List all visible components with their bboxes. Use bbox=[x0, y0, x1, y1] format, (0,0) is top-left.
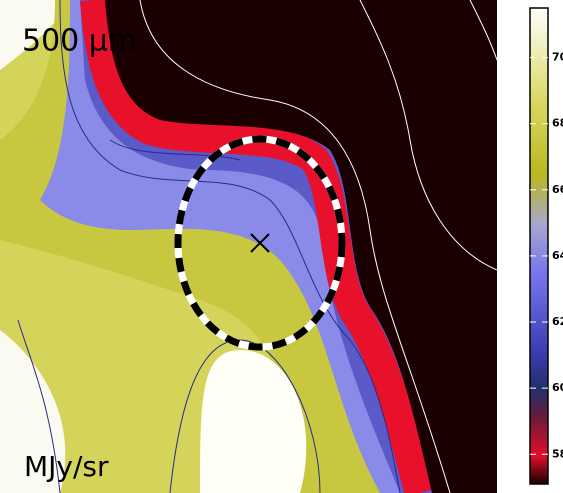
colorbar-tick-label: 66 bbox=[552, 183, 563, 196]
colorbar bbox=[529, 7, 549, 485]
intensity-map bbox=[0, 0, 497, 493]
colorbar-tick-label: 64 bbox=[552, 249, 563, 262]
colorbar-tick-label: 70 bbox=[552, 51, 563, 64]
colorbar-tick-label: 62 bbox=[552, 315, 563, 328]
colorbar-tick-label: 60 bbox=[552, 381, 563, 394]
colorbar-tick-label: 68 bbox=[552, 117, 563, 130]
unit-label: MJy/sr bbox=[24, 450, 109, 483]
colorbar-tick-label: 58 bbox=[552, 447, 563, 460]
map-title: 500 μm bbox=[22, 24, 137, 59]
